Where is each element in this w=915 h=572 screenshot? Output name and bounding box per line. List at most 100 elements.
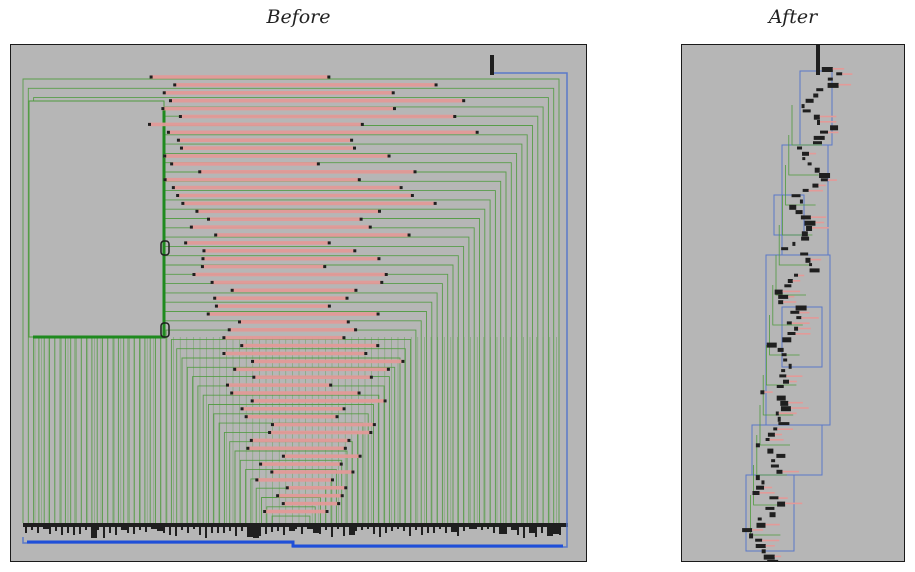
node-mark <box>511 525 517 530</box>
node-mark <box>73 525 75 535</box>
edge-endpoint <box>249 438 253 442</box>
node-mark <box>61 525 63 535</box>
node-mark <box>85 525 87 530</box>
edge-endpoint <box>276 494 280 498</box>
node-mark <box>792 241 796 246</box>
red-link <box>828 131 839 134</box>
node-mark <box>457 525 459 536</box>
node-mark <box>769 496 779 500</box>
node-mark <box>779 374 787 378</box>
node-mark <box>776 385 784 388</box>
node-mark <box>343 525 345 536</box>
edge-endpoint <box>350 138 354 142</box>
red-link <box>182 201 435 206</box>
red-link <box>231 288 356 293</box>
edge-endpoint <box>166 130 170 134</box>
left-box <box>28 100 165 338</box>
edge-endpoint <box>240 344 244 348</box>
red-link <box>798 274 805 277</box>
edge-endpoint <box>252 375 256 379</box>
red-link <box>171 162 318 166</box>
red-link <box>185 241 329 245</box>
red-link <box>169 98 464 103</box>
node-mark <box>421 525 423 535</box>
red-link <box>215 304 329 308</box>
node-mark <box>813 93 819 98</box>
red-link <box>269 430 371 435</box>
green-link <box>208 404 374 523</box>
green-link <box>186 366 396 523</box>
red-link <box>179 114 455 119</box>
node-mark <box>367 525 369 529</box>
node-mark <box>802 157 806 161</box>
node-mark <box>91 525 97 538</box>
node-mark <box>813 135 825 140</box>
node-mark <box>787 332 796 335</box>
edge-endpoint <box>453 115 457 118</box>
red-link <box>792 280 801 282</box>
node-mark <box>37 525 39 533</box>
edge-endpoint <box>244 415 248 419</box>
green-link <box>762 375 794 416</box>
node-mark <box>765 438 770 441</box>
node-mark <box>807 162 812 166</box>
node-mark <box>821 67 833 72</box>
red-link <box>256 478 332 482</box>
edge-endpoint <box>351 470 355 474</box>
edge-endpoint <box>163 154 167 158</box>
edge-endpoint <box>345 296 349 300</box>
node-mark <box>795 305 807 311</box>
edge-endpoint <box>230 288 234 292</box>
green-link <box>22 78 560 523</box>
node-mark <box>415 525 417 530</box>
node-mark <box>505 525 507 534</box>
node-mark <box>151 525 157 529</box>
edge-endpoint <box>246 446 250 450</box>
edge-endpoint <box>227 328 231 332</box>
node-mark <box>776 469 783 474</box>
node-mark <box>451 525 457 532</box>
green-link <box>112 236 470 523</box>
edge-endpoint <box>281 502 285 506</box>
node-mark <box>373 525 375 534</box>
node-mark <box>802 151 810 156</box>
green-link <box>785 165 816 206</box>
node-mark <box>259 525 261 536</box>
edge-endpoint <box>147 122 151 126</box>
group-box <box>773 194 805 236</box>
node-mark <box>175 525 177 536</box>
node-mark <box>499 525 505 534</box>
node-mark <box>799 199 803 204</box>
red-link <box>769 439 784 441</box>
node-mark <box>773 427 778 431</box>
node-mark <box>469 525 475 529</box>
node-mark <box>217 525 219 533</box>
edge-endpoint <box>376 312 380 316</box>
edge-endpoint <box>339 462 343 466</box>
node-mark <box>157 525 163 531</box>
node-mark <box>163 525 165 533</box>
edge-endpoint <box>327 304 331 308</box>
node-mark <box>301 525 303 534</box>
node-mark <box>55 525 57 531</box>
node-mark <box>115 525 117 535</box>
node-mark <box>783 379 790 384</box>
green-link <box>239 459 343 523</box>
before-panel <box>10 44 587 562</box>
edge-endpoint <box>270 423 274 427</box>
red-link <box>752 529 764 531</box>
node-mark <box>801 236 810 241</box>
node-mark <box>235 525 237 536</box>
red-link <box>765 545 775 547</box>
red-link <box>202 256 379 261</box>
node-mark <box>289 525 295 531</box>
node-mark <box>784 284 792 288</box>
red-link <box>164 177 359 182</box>
edge-endpoint <box>192 273 196 276</box>
node-mark <box>763 554 775 560</box>
edge-endpoint <box>327 241 331 245</box>
green-link <box>775 255 806 296</box>
red-link <box>778 412 797 415</box>
red-link <box>207 312 378 316</box>
green-link <box>756 435 787 476</box>
